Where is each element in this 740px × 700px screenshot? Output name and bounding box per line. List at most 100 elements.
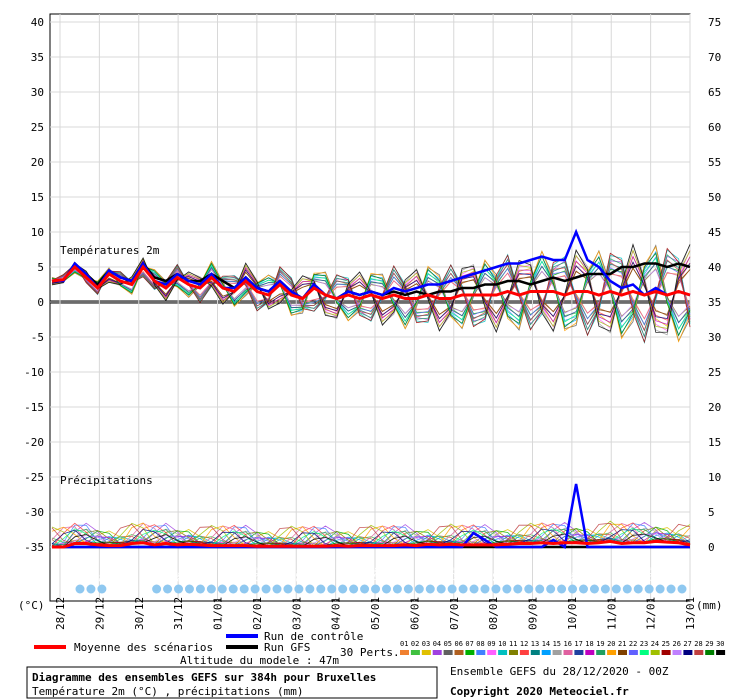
- perturbation-id: 22: [629, 640, 637, 648]
- legend: Moyenne des scénarios Run de contrôle Ru…: [34, 630, 726, 659]
- snow-percent-label: 5%: [175, 572, 184, 582]
- snow-icon: [622, 584, 632, 594]
- perturbation-swatch: [639, 650, 649, 655]
- snow-percent-label: 20%: [196, 567, 205, 582]
- snow-icon: [491, 584, 501, 594]
- perturbation-id: 16: [564, 640, 572, 648]
- snow-percent-label: 20%: [382, 567, 391, 582]
- main-series-lines: [51, 228, 691, 550]
- snow-icon: [513, 584, 523, 594]
- left-tick-label: -35: [24, 541, 44, 554]
- snow-icon: [174, 584, 184, 594]
- snow-percent-label: 10%: [612, 567, 621, 582]
- snow-icon: [316, 584, 326, 594]
- snow-percent-label: 5%: [76, 572, 85, 582]
- left-tick-label: -10: [24, 366, 44, 379]
- snow-icon: [371, 584, 381, 594]
- snow-icon: [546, 584, 556, 594]
- snow-percent-label: 5%: [164, 572, 173, 582]
- perturbation-swatch: [476, 650, 486, 655]
- model-altitude: Altitude du modele : 47m: [180, 654, 339, 667]
- snow-percent-label: 10%: [656, 567, 665, 582]
- snow-icon: [206, 584, 216, 594]
- series-line-0: [51, 264, 691, 301]
- perturbation-swatch: [683, 650, 693, 655]
- snow-probability-row: 5% 5% 5% 5% 5% 5% 10% 20% 20% 25% 20% 25% 20% 25% 20% 2…: [75, 567, 687, 594]
- left-tick-label: 20: [31, 156, 44, 169]
- snow-icon: [283, 584, 293, 594]
- legend-label-gfs: Run GFS: [264, 641, 310, 654]
- snow-percent-label: 20%: [306, 567, 315, 582]
- perturbation-id: 23: [640, 640, 648, 648]
- perturbation-id: 12: [520, 640, 528, 648]
- perturbation-id: 01: [400, 640, 408, 648]
- left-axis-ticks: 40 35 30 25 20 15 10 5 0 -5 -10 -15 -20 -25 -30 -35: [24, 16, 44, 554]
- perturbation-id: 17: [574, 640, 582, 648]
- snow-percent-label: 20%: [229, 567, 238, 582]
- snow-icon: [403, 584, 413, 594]
- perturbation-swatch: [530, 650, 540, 655]
- perturbation-id: 03: [422, 640, 430, 648]
- snow-percent-label: 15%: [393, 567, 402, 582]
- perturbation-id: 27: [683, 640, 691, 648]
- date-label: 11/01: [605, 597, 618, 630]
- snow-percent-label: 20%: [645, 567, 654, 582]
- perturbation-swatch: [618, 650, 627, 655]
- snow-percent-label: 20%: [415, 567, 424, 582]
- snow-percent-label: 20%: [350, 567, 359, 582]
- perturbation-id: 25: [662, 640, 670, 648]
- snow-percent-label: 15%: [481, 567, 490, 582]
- perturbation-swatch: [672, 650, 682, 655]
- perturbation-id: 21: [618, 640, 626, 648]
- perturbation-id: 10: [498, 640, 506, 648]
- snow-percent-label: 20%: [284, 567, 293, 582]
- date-label: 06/01: [408, 597, 421, 630]
- snow-percent-label: 10%: [514, 567, 523, 582]
- perturbation-line: [51, 252, 691, 337]
- perturbation-id: 06: [455, 640, 463, 648]
- snow-icon: [600, 584, 610, 594]
- legend-label-control: Run de contrôle: [264, 630, 363, 643]
- snow-icon: [644, 584, 654, 594]
- copyright: Copyright 2020 Meteociel.fr: [450, 685, 629, 698]
- snow-icon: [217, 584, 227, 594]
- snow-icon: [458, 584, 468, 594]
- left-tick-label: 35: [31, 51, 44, 64]
- snow-percent-label: 20%: [601, 567, 610, 582]
- snow-percent-label: 25%: [262, 567, 271, 582]
- snow-icon: [163, 584, 173, 594]
- right-tick-label: 50: [708, 191, 721, 204]
- snow-percent-label: 15%: [492, 567, 501, 582]
- snow-icon: [655, 584, 665, 594]
- snow-icon: [294, 584, 304, 594]
- perturbation-swatch: [432, 650, 442, 655]
- perturbation-swatch: [716, 650, 726, 655]
- right-tick-label: 55: [708, 156, 721, 169]
- snow-icon: [568, 584, 578, 594]
- date-label: 08/01: [487, 597, 500, 630]
- perturbation-id: 02: [411, 640, 419, 648]
- perturbation-id: 28: [694, 640, 702, 648]
- right-tick-label: 60: [708, 121, 721, 134]
- perturbation-id: 15: [553, 640, 561, 648]
- perturbation-id: 18: [585, 640, 593, 648]
- perturbation-swatch: [454, 650, 464, 655]
- date-label: 10/01: [566, 597, 579, 630]
- perturbation-swatch: [465, 650, 475, 655]
- snow-icon: [633, 584, 643, 594]
- perturbation-swatch: [552, 650, 562, 655]
- snow-icon: [272, 584, 282, 594]
- snow-percent-label: 20%: [207, 567, 216, 582]
- snow-percent-label: 20%: [459, 567, 468, 582]
- snow-icon: [392, 584, 402, 594]
- perturbation-id: 24: [651, 640, 659, 648]
- snow-icon: [666, 584, 676, 594]
- snow-percent-label: 10%: [547, 567, 556, 582]
- snow-percent-label: 15%: [426, 567, 435, 582]
- snow-percent-label: 10%: [590, 567, 599, 582]
- right-tick-label: 20: [708, 401, 721, 414]
- snow-percent-label: 15%: [361, 567, 370, 582]
- right-tick-label: 40: [708, 261, 721, 274]
- right-tick-label: 0: [708, 541, 715, 554]
- perturbation-swatch: [487, 650, 497, 655]
